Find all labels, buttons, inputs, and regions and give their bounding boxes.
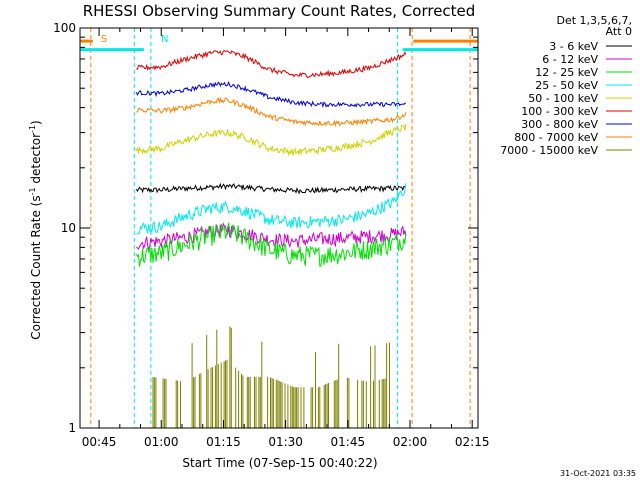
series-line — [136, 222, 407, 250]
x-tick-label: 02:15 — [455, 435, 490, 449]
legend-label: 300 - 800 keV — [521, 118, 598, 131]
y-tick-label: 100 — [53, 21, 76, 35]
legend-label: 50 - 100 keV — [528, 92, 598, 105]
legend-label: 800 - 7000 keV — [514, 131, 598, 144]
y-label-main: Corrected Count Rate (s — [29, 195, 43, 339]
y-label-end: ) — [29, 120, 43, 125]
legend-label: 12 - 25 keV — [535, 66, 598, 79]
x-tick-label: 01:30 — [268, 435, 303, 449]
x-axis-label: Start Time (07-Sep-15 00:40:22) — [182, 456, 377, 470]
series-line — [136, 183, 407, 235]
legend-header: Det 1,3,5,6,7, — [556, 14, 632, 27]
legend-label: 25 - 50 keV — [535, 79, 598, 92]
y-label-mid: detector — [29, 133, 43, 188]
annotation-n: N — [161, 34, 168, 45]
chart-title: RHESSI Observing Summary Count Rates, Co… — [83, 2, 476, 20]
svg-text:Corrected Count Rate (s-1 dete: Corrected Count Rate (s-1 detector-1) — [28, 120, 43, 339]
plot-area: S N 00:45 01:00 01:15 01:30 01:45 02:00 02:15 1 10… — [53, 21, 489, 449]
series-line — [136, 96, 407, 128]
legend-label: 100 - 300 keV — [521, 105, 598, 118]
y-label-sup2: -1 — [28, 125, 37, 133]
series-line — [135, 80, 407, 109]
legend-header: Att 0 — [606, 25, 632, 38]
x-tick-label: 00:45 — [82, 435, 117, 449]
legend-label: 7000 - 15000 keV — [500, 144, 598, 157]
series-line — [135, 182, 407, 195]
y-tick-label: 10 — [61, 221, 76, 235]
series-line — [135, 123, 407, 157]
annotation-s: S — [101, 34, 107, 45]
y-tick-label: 1 — [68, 421, 76, 435]
footer-timestamp: 31-Oct-2021 03:35 — [560, 469, 636, 478]
series-line — [152, 326, 390, 428]
legend-label: 6 - 12 keV — [542, 53, 598, 66]
y-axis-label: Corrected Count Rate (s-1 detector-1) — [28, 120, 43, 339]
x-tick-label: 02:00 — [393, 435, 428, 449]
legend-label: 3 - 6 keV — [549, 40, 598, 53]
x-tick-label: 01:15 — [206, 435, 241, 449]
x-tick-label: 01:45 — [331, 435, 366, 449]
series-line — [135, 222, 407, 267]
plot-frame — [79, 27, 479, 429]
x-tick-label: 01:00 — [144, 435, 179, 449]
y-label-sup1: -1 — [28, 187, 37, 195]
series-line — [136, 50, 407, 79]
